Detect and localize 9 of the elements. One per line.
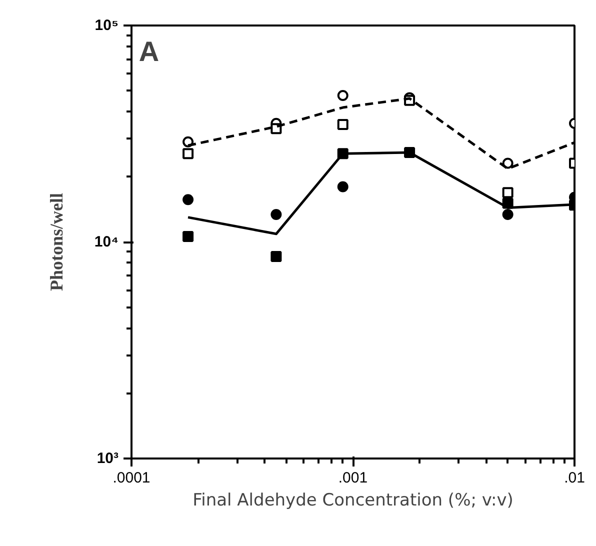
y-tick-label: 10⁴ [94, 234, 119, 250]
x-tick-label: .0001 [112, 470, 150, 486]
x-axis-title: Final Aldehyde Concentration (%; v:v) [192, 490, 514, 510]
y-axis-title: Photons/well [46, 192, 66, 292]
x-tick-label: .01 [564, 470, 585, 486]
x-tick-label: .001 [338, 470, 368, 486]
y-tick-label: 10⁵ [94, 17, 119, 34]
y-tick-label: 10³ [96, 450, 119, 467]
annotation: A [138, 36, 160, 68]
